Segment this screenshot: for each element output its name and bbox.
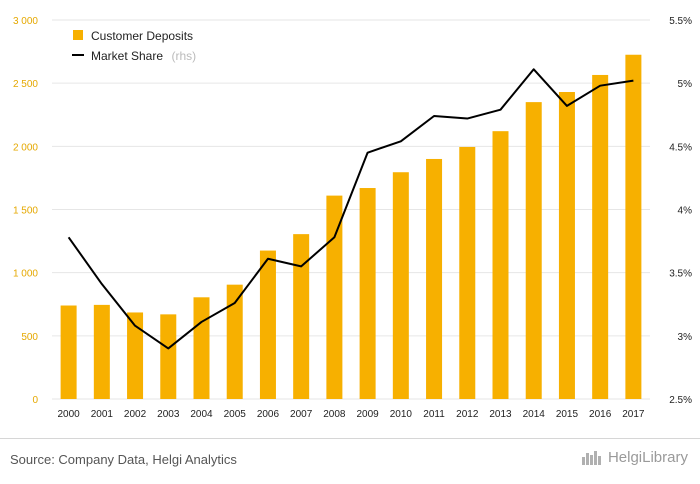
bar-2001 [94,305,110,399]
bar-2014 [526,102,542,399]
line-series-market-share [69,69,634,348]
x-tick-label: 2003 [157,409,180,420]
source-note: Source: Company Data, Helgi Analytics [10,452,237,467]
x-tick-label: 2009 [356,409,379,420]
legend-label-market-share-name: Market Share [91,49,163,63]
bar-2013 [493,131,509,399]
x-tick-label: 2015 [556,409,579,420]
legend-label-market-share-suffix: (rhs) [171,49,196,63]
bar-2011 [426,159,442,399]
bar-2006 [260,251,276,399]
bar-2017 [625,55,641,399]
x-tick-label: 2005 [224,409,247,420]
legend-label-market-share: Market Share (rhs) [91,47,196,64]
chart: 0 500 1 000 1 500 2 000 2 500 3 000 2.5% 3% 3.5%… [0,0,700,438]
x-tick-label: 2006 [257,409,280,420]
right-tick-label: 4.5% [669,142,692,153]
library-icon [582,451,604,465]
left-tick-label: 2 500 [13,79,38,90]
right-tick-label: 3.5% [669,269,692,280]
x-tick-label: 2007 [290,409,313,420]
legend-label-customer-deposits: Customer Deposits [91,29,193,43]
x-tick-label: 2011 [423,409,445,420]
bar-2004 [194,297,210,399]
x-tick-label: 2010 [390,409,413,420]
bar-series-customer-deposits [61,55,642,399]
bar-2003 [160,314,176,399]
x-tick-label: 2000 [57,409,80,420]
bar-2000 [61,306,77,399]
x-tick-label: 2017 [622,409,645,420]
market-share-line [69,69,634,348]
x-tick-label: 2002 [124,409,147,420]
brand-name: HelgiLibrary [608,449,688,466]
legend-swatch-customer-deposits [73,30,83,40]
bar-2010 [393,172,409,399]
right-axis-ticks: 2.5% 3% 3.5% 4% 4.5% 5% 5.5% [669,16,692,406]
right-tick-label: 5.5% [669,16,692,27]
left-tick-label: 2 000 [13,142,38,153]
x-tick-label: 2004 [190,409,213,420]
x-tick-label: 2008 [323,409,346,420]
legend: Customer Deposits Market Share (rhs) [72,29,196,64]
x-tick-label: 2013 [489,409,512,420]
brand-logo[interactable]: HelgiLibrary [582,449,688,466]
x-tick-label: 2012 [456,409,479,420]
right-tick-label: 2.5% [669,395,692,406]
bar-2009 [360,188,376,399]
right-tick-label: 3% [678,332,693,343]
x-tick-label: 2014 [523,409,546,420]
x-tick-label: 2016 [589,409,612,420]
left-tick-label: 500 [21,332,38,343]
bar-2016 [592,75,608,399]
bar-2015 [559,92,575,399]
x-axis-ticks: 2000 2001 2002 2003 2004 2005 2006 2007 2008 2009… [57,409,644,420]
right-tick-label: 5% [678,79,693,90]
left-tick-label: 3 000 [13,16,38,27]
right-tick-label: 4% [678,206,693,217]
x-tick-label: 2001 [91,409,114,420]
bar-2007 [293,234,309,399]
left-tick-label: 0 [32,395,38,406]
bar-2008 [326,196,342,399]
left-tick-label: 1 500 [13,206,38,217]
left-tick-label: 1 000 [13,269,38,280]
left-axis-ticks: 0 500 1 000 1 500 2 000 2 500 3 000 [13,16,38,406]
bar-2012 [459,147,475,399]
footer: Source: Company Data, Helgi Analytics He… [0,438,700,484]
